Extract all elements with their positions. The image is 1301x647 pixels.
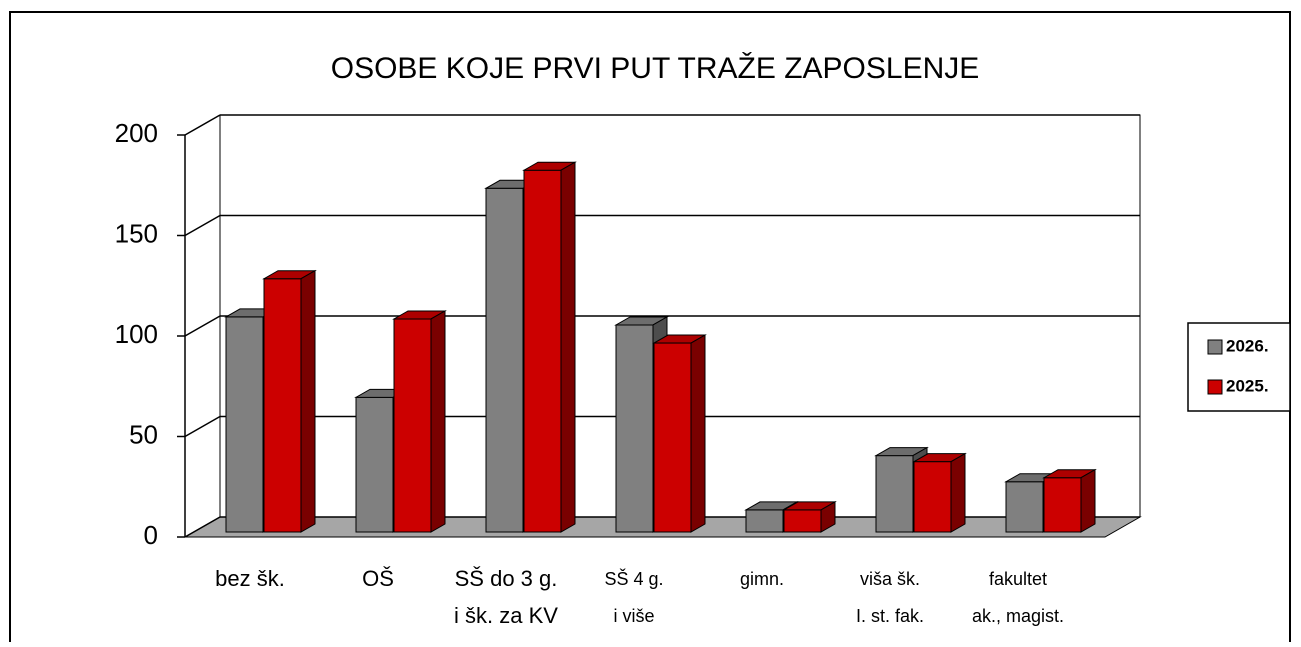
grid-line (184, 214, 221, 237)
y-tick-label: 0 (144, 520, 158, 550)
bar (653, 342, 692, 533)
bar-side (560, 161, 576, 533)
bar (615, 324, 654, 533)
bar-side (820, 501, 836, 533)
y-tick-label: 50 (129, 419, 158, 449)
bar (393, 318, 432, 533)
x-tick-label: SŠ do 3 g. (455, 566, 558, 591)
grid-line (184, 516, 221, 538)
grid-line (184, 315, 221, 337)
bar (875, 455, 914, 533)
x-tick-label: bez šk. (215, 566, 285, 591)
bar (1043, 477, 1082, 533)
y-tick-label: 200 (115, 118, 158, 148)
bar-side (690, 334, 706, 533)
x-tick-label: i više (613, 606, 654, 626)
x-tick-label: ak., magist. (972, 606, 1064, 626)
bar-side (950, 452, 966, 533)
bar (783, 509, 822, 533)
bar-side (300, 269, 316, 533)
bar (745, 509, 784, 533)
x-tick-label: fakultet (989, 569, 1047, 589)
bar (1005, 481, 1044, 533)
y-tick-label: 100 (115, 319, 158, 349)
bar (485, 187, 524, 533)
x-tick-label: I. st. fak. (856, 606, 924, 626)
legend-swatch (1207, 379, 1223, 395)
chart-title: OSOBE KOJE PRVI PUT TRAŽE ZAPOSLENJE (331, 52, 980, 85)
grid-line (184, 114, 221, 136)
bar (263, 278, 302, 533)
legend-label: 2026. (1226, 336, 1269, 355)
x-tick-label: OŠ (362, 566, 394, 591)
bar (355, 396, 394, 533)
legend-box (1187, 322, 1291, 412)
x-tick-label: gimn. (740, 569, 784, 589)
bar (913, 461, 952, 533)
legend-label: 2025. (1226, 376, 1269, 395)
grid-line (184, 415, 221, 438)
bar (523, 169, 562, 533)
bar-side (430, 310, 446, 533)
bar (225, 316, 264, 533)
x-tick-label: SŠ 4 g. (604, 568, 663, 589)
legend-swatch (1207, 339, 1223, 355)
y-tick-label: 150 (115, 218, 158, 248)
x-tick-label: i šk. za KV (454, 603, 558, 628)
x-tick-label: viša šk. (860, 569, 920, 589)
bar-side (1080, 468, 1096, 533)
